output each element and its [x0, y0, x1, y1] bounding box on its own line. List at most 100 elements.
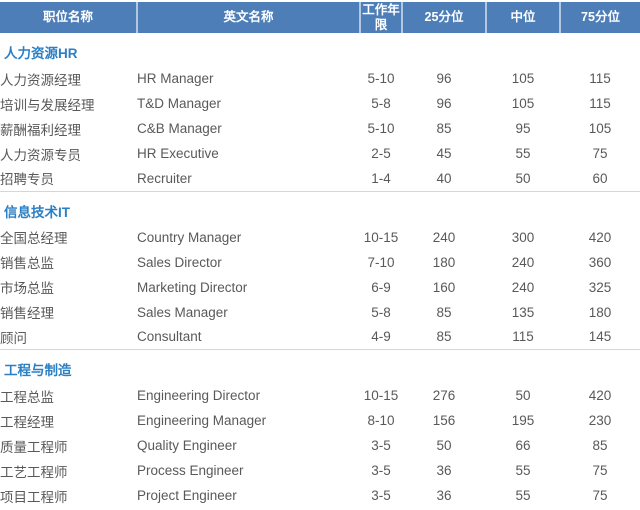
- table-row: 项目工程师 Project Engineer 3-5 36 55 75: [0, 483, 640, 508]
- cell-english-name: Country Manager: [137, 229, 242, 245]
- cell-english-name: Engineering Manager: [137, 413, 267, 428]
- cell-work-years: 3-5: [371, 463, 391, 478]
- cell-position-name: 顾问: [0, 330, 27, 346]
- header-english-name: 英文名称: [136, 2, 360, 33]
- cell-median: 105: [511, 96, 535, 111]
- cell-work-years: 7-10: [367, 254, 395, 270]
- cell-work-years: 2-5: [371, 146, 391, 161]
- cell-p25: 240: [432, 229, 456, 245]
- cell-work-years: 10-15: [363, 388, 399, 403]
- cell-median: 50: [515, 388, 531, 403]
- table-row: 工艺工程师 Process Engineer 3-5 36 55 75: [0, 458, 640, 483]
- cell-p25: 96: [436, 71, 452, 86]
- cell-p75: 60: [592, 170, 608, 186]
- cell-position-name: 工程经理: [0, 414, 54, 430]
- cell-english-name: HR Manager: [137, 71, 214, 86]
- cell-english-name: Quality Engineer: [137, 438, 237, 453]
- cell-work-years: 5-8: [371, 304, 391, 320]
- cell-median: 95: [515, 121, 531, 136]
- cell-median: 50: [515, 170, 531, 186]
- cell-median: 115: [512, 329, 534, 345]
- cell-work-years: 5-8: [371, 96, 391, 111]
- table-row: 薪酬福利经理 C&B Manager 5-10 85 95 105: [0, 116, 640, 141]
- header-median: 中位: [485, 2, 560, 33]
- table-row: 质量工程师 Quality Engineer 3-5 50 66 85: [0, 433, 640, 458]
- table-row: 顾问 Consultant 4-9 85 115 145: [0, 325, 640, 350]
- cell-p75: 75: [592, 488, 608, 503]
- cell-p25: 96: [436, 96, 452, 111]
- cell-english-name: Marketing Director: [137, 279, 248, 295]
- section-title: 工程与制造: [4, 363, 72, 378]
- cell-p25: 50: [436, 438, 452, 453]
- cell-p25: 36: [436, 488, 452, 503]
- table-row: 市场总监 Marketing Director 6-9 160 240 325: [0, 275, 640, 300]
- cell-position-name: 招聘专员: [0, 172, 54, 188]
- cell-median: 105: [511, 71, 535, 86]
- table-row: 工程总监 Engineering Director 10-15 276 50 420: [0, 383, 640, 408]
- cell-position-name: 销售经理: [0, 306, 54, 321]
- section-row: 信息技术IT: [0, 190, 640, 225]
- cell-p75: 115: [589, 71, 611, 86]
- cell-median: 66: [515, 438, 531, 453]
- cell-english-name: Sales Manager: [137, 304, 228, 320]
- table-row: 销售总监 Sales Director 7-10 180 240 360: [0, 250, 640, 275]
- cell-p25: 45: [436, 146, 452, 161]
- cell-p75: 325: [588, 279, 612, 295]
- cell-position-name: 培训与发展经理: [0, 97, 95, 113]
- table-row: 培训与发展经理 T&D Manager 5-8 96 105 115: [0, 91, 640, 116]
- cell-position-name: 质量工程师: [0, 439, 68, 455]
- cell-work-years: 3-5: [371, 488, 391, 503]
- cell-work-years: 3-5: [371, 438, 391, 453]
- header-work-years: 工作年限: [359, 2, 402, 33]
- cell-p75: 105: [588, 121, 612, 136]
- cell-english-name: Consultant: [137, 329, 202, 345]
- cell-p75: 420: [588, 388, 612, 403]
- table-body: 人力资源HR 人力资源经理 HR Manager 5-10 96 105 115 培训与发展经…: [0, 33, 640, 508]
- cell-work-years: 5-10: [367, 71, 395, 86]
- cell-p75: 180: [588, 304, 612, 320]
- cell-position-name: 工艺工程师: [0, 464, 68, 480]
- cell-p25: 276: [432, 388, 456, 403]
- cell-p25: 85: [436, 329, 452, 345]
- cell-position-name: 人力资源专员: [0, 147, 81, 163]
- cell-position-name: 人力资源经理: [0, 72, 81, 88]
- cell-position-name: 全国总经理: [0, 231, 68, 246]
- cell-p25: 180: [432, 254, 456, 270]
- cell-work-years: 5-10: [367, 121, 395, 136]
- cell-position-name: 工程总监: [0, 389, 54, 405]
- cell-position-name: 项目工程师: [0, 489, 68, 505]
- cell-median: 300: [511, 229, 535, 245]
- table-row: 人力资源经理 HR Manager 5-10 96 105 115: [0, 66, 640, 91]
- cell-p25: 40: [436, 170, 452, 186]
- section-row: 工程与制造: [0, 349, 640, 383]
- cell-p75: 85: [592, 438, 608, 453]
- table-header-row: 职位名称 英文名称 工作年限 25分位 中位 75分位: [0, 2, 640, 33]
- table-row: 人力资源专员 HR Executive 2-5 45 55 75: [0, 141, 640, 166]
- cell-english-name: Sales Director: [137, 254, 222, 270]
- cell-english-name: Engineering Director: [137, 388, 261, 403]
- header-p25: 25分位: [401, 2, 486, 33]
- cell-work-years: 6-9: [371, 279, 391, 295]
- cell-work-years: 1-4: [371, 170, 391, 186]
- cell-work-years: 8-10: [367, 413, 395, 428]
- cell-english-name: Recruiter: [137, 170, 192, 186]
- section-row: 人力资源HR: [0, 33, 640, 66]
- header-p75: 75分位: [559, 2, 640, 33]
- cell-english-name: HR Executive: [137, 146, 219, 161]
- cell-p25: 85: [436, 304, 452, 320]
- cell-median: 135: [511, 304, 535, 320]
- cell-position-name: 市场总监: [0, 281, 54, 296]
- cell-english-name: T&D Manager: [137, 96, 222, 111]
- cell-median: 240: [511, 254, 535, 270]
- cell-position-name: 薪酬福利经理: [0, 122, 81, 138]
- cell-median: 55: [515, 488, 531, 503]
- cell-english-name: Project Engineer: [137, 488, 237, 503]
- section-title: 人力资源HR: [4, 46, 78, 61]
- cell-p25: 36: [436, 463, 452, 478]
- cell-work-years: 10-15: [363, 229, 399, 245]
- table-row: 招聘专员 Recruiter 1-4 40 50 60: [0, 166, 640, 191]
- table-row: 工程经理 Engineering Manager 8-10 156 195 230: [0, 408, 640, 433]
- table-row: 销售经理 Sales Manager 5-8 85 135 180: [0, 300, 640, 325]
- cell-p75: 115: [589, 96, 611, 111]
